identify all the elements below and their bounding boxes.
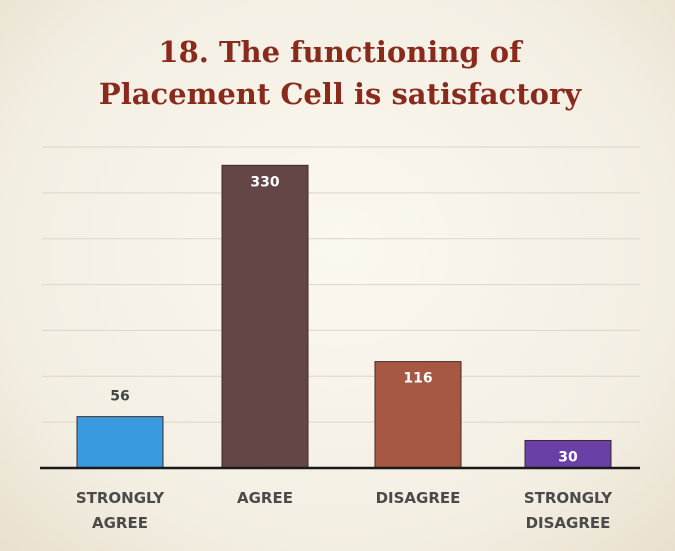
data-label: 330 <box>250 174 279 190</box>
x-tick-label: DISAGREE <box>375 489 461 507</box>
x-tick-label: STRONGLY AGREE <box>75 489 165 532</box>
data-label: 116 <box>403 371 432 387</box>
bar <box>221 164 309 469</box>
x-tick-label: AGREE <box>237 489 293 507</box>
x-tick-label: STRONGLY DISAGREE <box>523 489 613 532</box>
data-label: 30 <box>558 449 578 465</box>
chart-title: 18. The functioning of <box>158 35 524 69</box>
data-label: 56 <box>110 389 129 405</box>
bar <box>76 416 164 469</box>
chart-title: Placement Cell is satisfactory <box>99 77 582 111</box>
bar <box>524 439 612 469</box>
